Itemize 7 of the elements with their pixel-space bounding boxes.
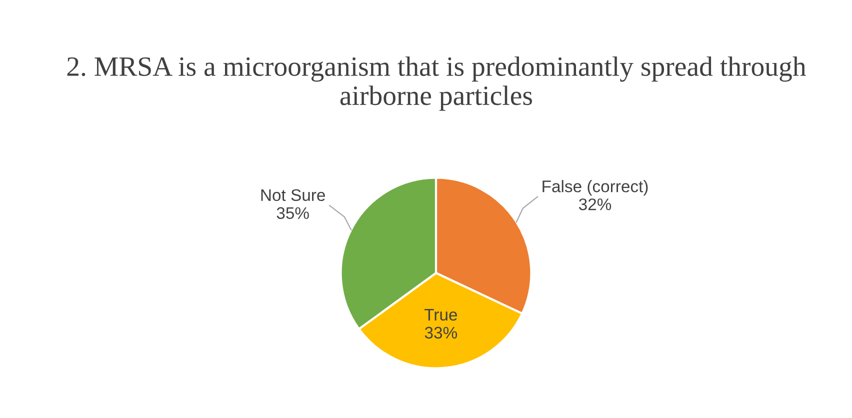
data-label: 32% (578, 198, 612, 210)
data-label: 33% (424, 326, 458, 339)
chart-title: 2. MRSA is a microorganism that is predominantly spread through airborne particles (67, 56, 806, 111)
slice-label: True (424, 309, 458, 321)
slice-label: False (correct) (542, 180, 648, 196)
data-label: 35% (276, 207, 309, 219)
slice-label: Not Sure (261, 189, 325, 202)
